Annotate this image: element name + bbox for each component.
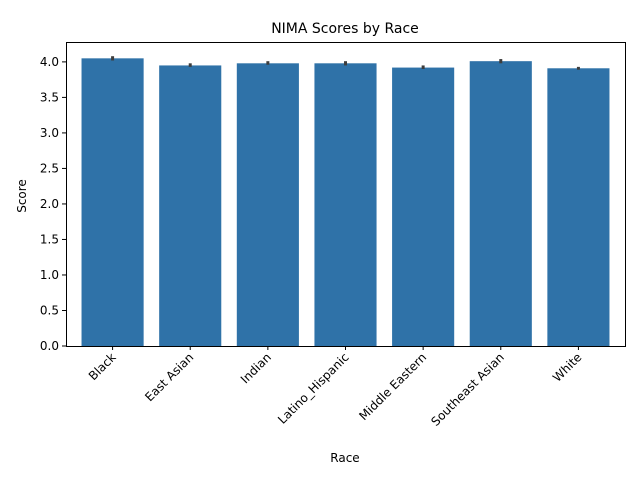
bar-middle-eastern — [392, 67, 455, 346]
x-tick-label: Indian — [238, 350, 274, 386]
x-tick-label: Middle Eastern — [356, 350, 429, 423]
y-axis-label: Score — [15, 179, 29, 213]
x-tick-label: White — [550, 350, 585, 385]
y-tick-label: 1.0 — [40, 268, 59, 282]
bar-southeast-asian — [469, 61, 532, 346]
x-tick-label: East Asian — [142, 350, 196, 404]
x-axis-label: Race — [330, 451, 359, 465]
bar-white — [547, 68, 610, 347]
x-tick-label: Latino_Hispanic — [275, 350, 351, 426]
y-axis: 0.0 0.5 1.0 1.5 2.0 2.5 3.0 3.5 4.0 — [40, 55, 66, 353]
bar-latino-hispanic — [314, 63, 377, 346]
x-tick-label: Southeast Asian — [428, 350, 507, 429]
y-tick-label: 0.0 — [40, 339, 59, 353]
y-tick-label: 3.5 — [40, 90, 59, 104]
y-tick-label: 0.5 — [40, 303, 59, 317]
bars-group — [81, 58, 610, 347]
bar-indian — [236, 63, 299, 346]
y-tick-label: 2.0 — [40, 197, 59, 211]
y-tick-label: 4.0 — [40, 55, 59, 69]
x-tick-label: Black — [86, 350, 119, 383]
x-axis: Black East Asian Indian Latino_Hispanic Midd… — [86, 346, 585, 429]
bar-black — [81, 58, 144, 346]
error-bars-group — [111, 56, 580, 70]
bar-east-asian — [159, 65, 222, 346]
plot-frame — [66, 42, 626, 347]
y-tick-label: 1.5 — [40, 232, 59, 246]
chart-title: NIMA Scores by Race — [271, 21, 419, 37]
y-tick-label: 2.5 — [40, 161, 59, 175]
y-tick-label: 3.0 — [40, 126, 59, 140]
